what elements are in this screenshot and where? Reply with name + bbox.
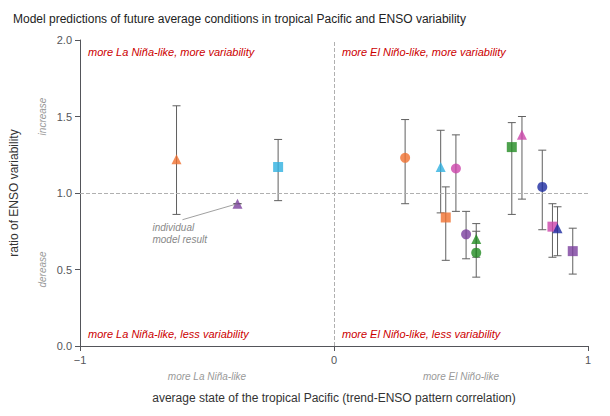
svg-text:more El Niño-like, less variab: more El Niño-like, less variability: [342, 328, 502, 340]
svg-text:average state of the tropical: average state of the tropical Pacific (t…: [152, 391, 516, 405]
svg-text:more El Niño-like: more El Niño-like: [423, 371, 500, 382]
svg-text:0: 0: [331, 354, 337, 366]
svg-text:1: 1: [585, 354, 591, 366]
svg-text:more La Niña-like: more La Niña-like: [168, 371, 247, 382]
svg-text:model result: model result: [152, 234, 208, 245]
svg-text:more La Niña-like, more variab: more La Niña-like, more variability: [88, 46, 256, 58]
svg-text:derease: derease: [37, 251, 48, 288]
svg-text:more El Niño-like, more variab: more El Niño-like, more variability: [342, 46, 507, 58]
svg-text:Model predictions of future av: Model predictions of future average cond…: [13, 12, 466, 26]
svg-text:increase: increase: [37, 97, 48, 135]
svg-text:ratio of ENSO variability: ratio of ENSO variability: [7, 129, 21, 256]
svg-text:2.0: 2.0: [57, 34, 72, 46]
svg-text:1.5: 1.5: [57, 111, 72, 123]
svg-text:more La Niña-like, less variab: more La Niña-like, less variability: [88, 328, 250, 340]
svg-text:individual: individual: [152, 222, 194, 233]
svg-text:1.0: 1.0: [57, 187, 72, 199]
svg-text:0.0: 0.0: [57, 340, 72, 352]
svg-text:−1: −1: [74, 354, 87, 366]
svg-text:0.5: 0.5: [57, 264, 72, 276]
